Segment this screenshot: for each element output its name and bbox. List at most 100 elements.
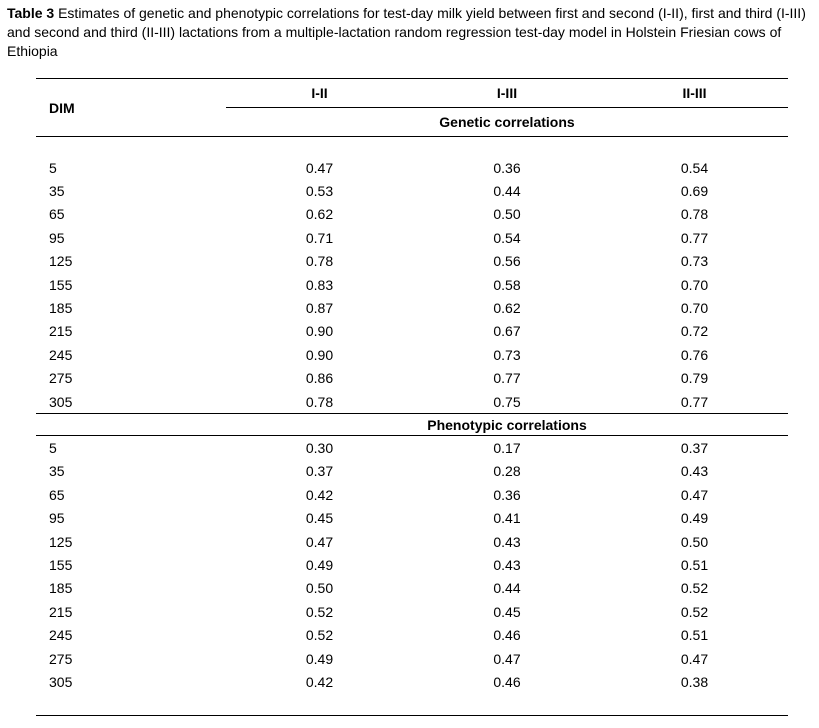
table-row: 185 0.87 0.62 0.70 xyxy=(36,296,788,319)
cell-i-ii: 0.53 xyxy=(305,183,334,200)
column-header-i-iii: I-III xyxy=(413,78,601,108)
cell-i-ii: 0.90 xyxy=(305,323,334,340)
cell-i-iii: 0.54 xyxy=(493,229,521,246)
dim-value: 245 xyxy=(49,346,73,363)
dim-value: 215 xyxy=(49,323,73,340)
dim-value: 125 xyxy=(49,253,73,270)
cell-i-ii: 0.49 xyxy=(305,650,334,667)
cell-i-ii: 0.90 xyxy=(305,346,334,363)
cell-i-iii: 0.45 xyxy=(493,603,521,620)
cell-i-iii: 0.36 xyxy=(493,486,521,503)
cell-ii-iii: 0.47 xyxy=(680,486,709,503)
cell-ii-iii: 0.69 xyxy=(680,183,709,200)
cell-i-ii: 0.47 xyxy=(305,159,334,176)
cell-i-iii: 0.73 xyxy=(493,346,521,363)
dim-value: 95 xyxy=(49,229,65,246)
cell-ii-iii: 0.77 xyxy=(680,393,709,410)
cell-i-iii: 0.17 xyxy=(493,439,521,456)
section-title-phenotypic: Phenotypic correlations xyxy=(226,413,788,437)
cell-ii-iii: 0.50 xyxy=(680,533,709,550)
cell-i-iii: 0.44 xyxy=(493,183,521,200)
table-row: 275 0.49 0.47 0.47 xyxy=(36,647,788,670)
dim-value: 5 xyxy=(49,439,57,456)
dim-value: 35 xyxy=(49,183,65,200)
cell-ii-iii: 0.43 xyxy=(680,463,709,480)
dim-value: 305 xyxy=(49,393,73,410)
table-row: 125 0.78 0.56 0.73 xyxy=(36,250,788,273)
table-row: 245 0.52 0.46 0.51 xyxy=(36,623,788,646)
dim-value: 125 xyxy=(49,533,73,550)
table-row: 35 0.37 0.28 0.43 xyxy=(36,460,788,483)
dim-value: 275 xyxy=(49,370,73,387)
cell-ii-iii: 0.72 xyxy=(680,323,709,340)
table-row: 35 0.53 0.44 0.69 xyxy=(36,179,788,202)
cell-ii-iii: 0.79 xyxy=(680,370,709,387)
caption-label: Table 3 xyxy=(7,5,55,21)
cell-i-ii: 0.52 xyxy=(305,603,334,620)
dim-value: 185 xyxy=(49,580,73,597)
dim-value: 5 xyxy=(49,159,57,176)
column-header-row: DIM I-II I-III II-III xyxy=(36,78,788,137)
column-header-i-ii: I-II xyxy=(226,78,413,108)
dim-value: 305 xyxy=(49,673,73,690)
table-row: 155 0.83 0.58 0.70 xyxy=(36,273,788,296)
section-header-phenotypic-row: Phenotypic correlations xyxy=(36,413,788,437)
dim-value: 185 xyxy=(49,300,73,317)
cell-i-iii: 0.77 xyxy=(493,370,521,387)
cell-ii-iii: 0.52 xyxy=(680,580,709,597)
table-row: 65 0.42 0.36 0.47 xyxy=(36,483,788,506)
cell-ii-iii: 0.76 xyxy=(680,346,709,363)
cell-ii-iii: 0.70 xyxy=(680,276,709,293)
table-row: 65 0.62 0.50 0.78 xyxy=(36,203,788,226)
cell-i-iii: 0.50 xyxy=(493,206,521,223)
cell-ii-iii: 0.54 xyxy=(680,159,709,176)
table-row: 275 0.86 0.77 0.79 xyxy=(36,367,788,390)
cell-i-ii: 0.86 xyxy=(305,370,334,387)
table-header: DIM I-II I-III II-III Genetic correlatio… xyxy=(36,78,788,137)
table-row: 215 0.52 0.45 0.52 xyxy=(36,600,788,623)
dim-value: 215 xyxy=(49,603,73,620)
cell-i-ii: 0.52 xyxy=(305,627,334,644)
cell-i-ii: 0.71 xyxy=(305,229,334,246)
column-header-dim: DIM xyxy=(36,78,226,137)
genetic-correlations-body: 5 0.47 0.36 0.54 35 0.53 0.44 0.69 65 0.… xyxy=(36,137,788,414)
cell-i-ii: 0.50 xyxy=(305,580,334,597)
cell-ii-iii: 0.47 xyxy=(680,650,709,667)
cell-ii-iii: 0.78 xyxy=(680,206,709,223)
cell-i-iii: 0.56 xyxy=(493,253,521,270)
column-header-ii-iii: II-III xyxy=(601,78,788,108)
dim-value: 155 xyxy=(49,556,73,573)
bottom-rule-row xyxy=(36,693,788,716)
cell-i-iii: 0.41 xyxy=(493,510,521,527)
dim-value: 95 xyxy=(49,510,65,527)
cell-i-ii: 0.78 xyxy=(305,393,334,410)
table-row: 95 0.45 0.41 0.49 xyxy=(36,506,788,529)
dim-value: 155 xyxy=(49,276,73,293)
cell-i-iii: 0.44 xyxy=(493,580,521,597)
cell-i-ii: 0.49 xyxy=(305,556,334,573)
cell-i-ii: 0.30 xyxy=(305,439,334,456)
cell-ii-iii: 0.51 xyxy=(680,556,709,573)
table-row: 95 0.71 0.54 0.77 xyxy=(36,226,788,249)
cell-ii-iii: 0.70 xyxy=(680,300,709,317)
cell-ii-iii: 0.77 xyxy=(680,229,709,246)
spacer-row xyxy=(36,137,788,157)
table-row: 305 0.78 0.75 0.77 xyxy=(36,390,788,414)
section-header-genetic-row: Genetic correlations xyxy=(36,107,788,137)
section-title-genetic: Genetic correlations xyxy=(226,107,788,137)
caption-text: Estimates of genetic and phenotypic corr… xyxy=(7,5,806,59)
empty-dim-cell xyxy=(36,413,226,437)
cell-ii-iii: 0.51 xyxy=(680,627,709,644)
cell-i-iii: 0.58 xyxy=(493,276,521,293)
cell-i-ii: 0.37 xyxy=(305,463,334,480)
cell-i-ii: 0.47 xyxy=(305,533,334,550)
cell-i-ii: 0.83 xyxy=(305,276,334,293)
cell-i-iii: 0.36 xyxy=(493,159,521,176)
phenotypic-correlations-body: Phenotypic correlations 5 0.30 0.17 0.37… xyxy=(36,413,788,716)
table-row: 185 0.50 0.44 0.52 xyxy=(36,577,788,600)
table-caption: Table 3 Estimates of genetic and phenoty… xyxy=(0,0,819,61)
cell-ii-iii: 0.38 xyxy=(680,673,709,690)
cell-i-iii: 0.46 xyxy=(493,673,521,690)
table-row: 5 0.47 0.36 0.54 xyxy=(36,156,788,179)
